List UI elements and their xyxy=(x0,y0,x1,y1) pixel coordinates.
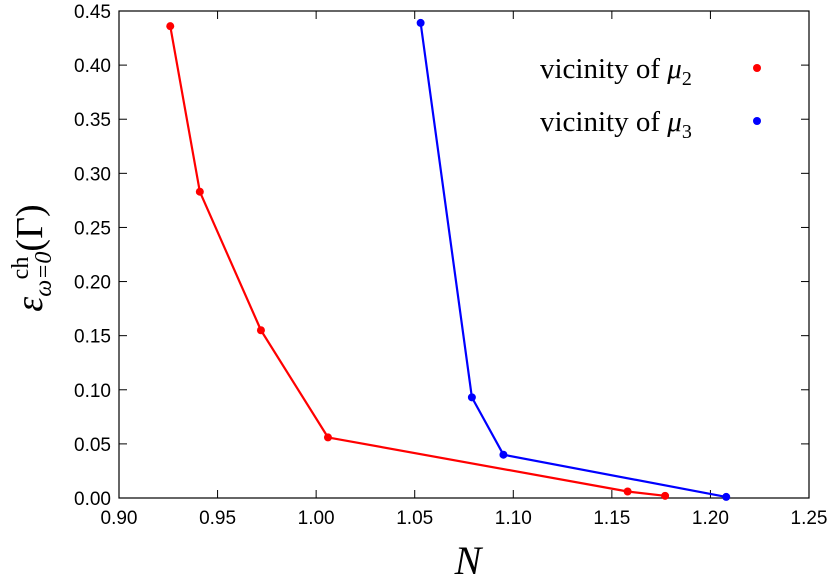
y-tick-label: 0.05 xyxy=(74,435,111,456)
y-axis-title-arg: (Γ) xyxy=(9,204,51,251)
legend-marker-2 xyxy=(753,117,761,125)
x-axis-title: N xyxy=(454,538,484,579)
legend-label-2: vicinity of μ3 xyxy=(540,106,692,143)
series-layer xyxy=(166,18,731,501)
y-tick-label: 0.10 xyxy=(74,381,111,402)
legend-label-1: vicinity of μ2 xyxy=(540,53,692,90)
x-tick-label: 1.05 xyxy=(396,508,433,529)
plot-frame xyxy=(118,10,810,499)
series-1-point xyxy=(323,433,332,442)
axis-ticks: 0.90 0.95 1.00 1.05 1.10 1.15 1.20 1.25 0.00 0.05… xyxy=(74,2,827,529)
y-tick-label: 0.00 xyxy=(74,489,111,510)
y-axis-title: εω=0(Γ) ch xyxy=(8,204,57,311)
legend-marker-1 xyxy=(753,64,761,72)
legend: vicinity of μ2 vicinity of μ3 xyxy=(540,53,761,143)
y-tick-label: 0.35 xyxy=(74,110,111,131)
series-1-point xyxy=(166,22,175,31)
x-tick-label: 1.10 xyxy=(495,508,532,529)
y-tick-label: 0.45 xyxy=(74,2,111,23)
series-2-point xyxy=(499,450,508,459)
y-axis-title-base: ε xyxy=(9,297,51,312)
series-1-point xyxy=(661,491,670,500)
x-tick-label: 1.15 xyxy=(593,508,630,529)
x-tick-label: 1.20 xyxy=(692,508,729,529)
series-2-point xyxy=(722,492,731,501)
y-axis-title-sup: ch xyxy=(8,257,34,280)
x-tick-label: 1.25 xyxy=(791,508,828,529)
y-tick-label: 0.40 xyxy=(74,56,111,77)
series-2-point xyxy=(467,393,476,402)
y-tick-label: 0.30 xyxy=(74,164,111,185)
x-tick-label: 0.95 xyxy=(199,508,236,529)
series-2-point xyxy=(416,18,425,27)
x-tick-label: 0.90 xyxy=(101,508,138,529)
y-tick-label: 0.20 xyxy=(74,273,111,294)
series-1-point xyxy=(256,326,265,335)
series-1-point xyxy=(195,187,204,196)
y-tick-label: 0.15 xyxy=(74,327,111,348)
svg-text:εω=0(Γ): εω=0(Γ) xyxy=(9,204,57,311)
y-axis-title-sub: ω=0 xyxy=(31,252,57,297)
series-line-1 xyxy=(169,25,666,497)
y-tick-label: 0.25 xyxy=(74,218,111,239)
x-tick-label: 1.00 xyxy=(298,508,335,529)
series-1-point xyxy=(623,487,632,496)
series-line-2 xyxy=(419,22,727,498)
